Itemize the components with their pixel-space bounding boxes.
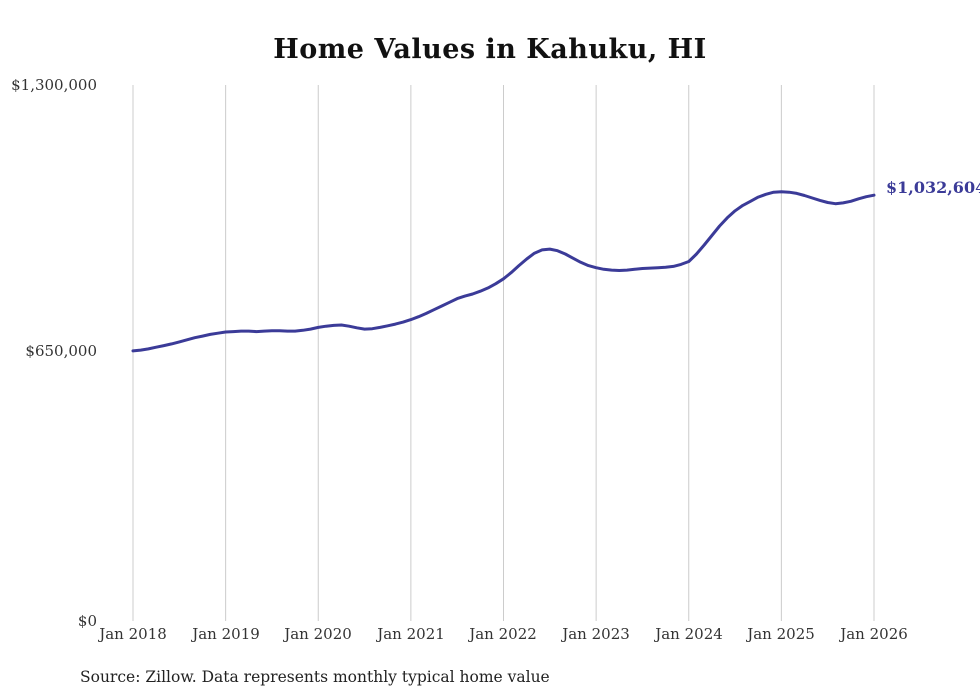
x-axis-tick-jan-2020: Jan 2020 [284,625,352,643]
x-axis-tick-jan-2026: Jan 2026 [840,625,908,643]
x-axis-tick-jan-2018: Jan 2018 [99,625,167,643]
chart-title: Home Values in Kahuku, HI [273,34,707,65]
y-axis-tick-0: $0 [77,612,97,630]
x-axis-tick-jan-2025: Jan 2025 [747,625,815,643]
source-note: Source: Zillow. Data represents monthly … [80,668,550,686]
y-axis-tick-650000: $650,000 [25,342,97,360]
end-value-label: $1,032,604 [886,178,980,197]
x-axis-tick-jan-2023: Jan 2023 [562,625,630,643]
x-axis-tick-jan-2022: Jan 2022 [469,625,537,643]
home-value-line [131,190,876,353]
y-axis-tick-1300000: $1,300,000 [11,76,97,94]
x-axis-tick-jan-2024: Jan 2024 [655,625,723,643]
x-axis-tick-jan-2021: Jan 2021 [377,625,445,643]
x-axis-tick-jan-2019: Jan 2019 [192,625,260,643]
